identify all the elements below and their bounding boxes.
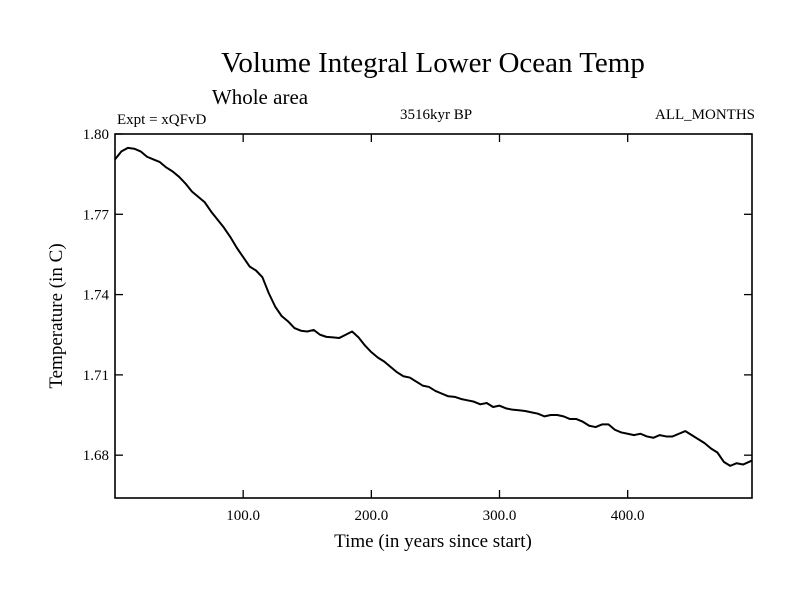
experiment-label: Expt = xQFvD (117, 112, 206, 128)
chart-title: Volume Integral Lower Ocean Temp (221, 47, 645, 79)
x-tick-label: 100.0 (226, 508, 260, 524)
x-axis-label: Time (in years since start) (334, 531, 532, 552)
axes: 1.80 1.77 1.74 1.71 1.68 100.0 200.0 300.0 400.0 (83, 127, 752, 524)
series-layer (114, 146, 753, 467)
y-tick-label: 1.80 (83, 127, 109, 143)
months-label: ALL_MONTHS (655, 107, 755, 123)
y-axis-label: Temperature (in C) (46, 243, 67, 388)
y-tick-label: 1.71 (83, 368, 109, 384)
y-tick-label: 1.77 (83, 207, 110, 223)
plot-frame (114, 133, 753, 499)
x-tick-label: 400.0 (611, 508, 645, 524)
chart-subtitle: Whole area (212, 85, 309, 109)
y-tick-label: 1.68 (83, 448, 109, 464)
period-label: 3516kyr BP (400, 107, 472, 123)
series-line (114, 146, 753, 467)
x-tick-label: 300.0 (483, 508, 517, 524)
x-tick-label: 200.0 (354, 508, 388, 524)
y-tick-label: 1.74 (83, 288, 110, 304)
